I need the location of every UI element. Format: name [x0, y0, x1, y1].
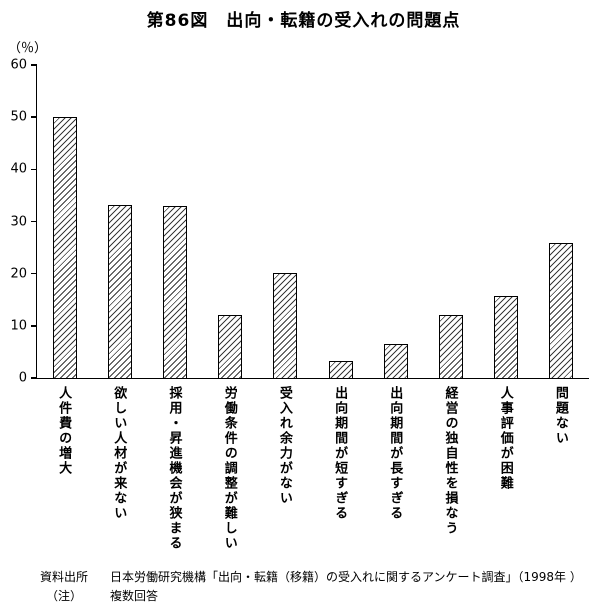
x-category-label: 経営の独自性を損なう [442, 386, 458, 536]
bar [383, 344, 408, 378]
bar [52, 117, 77, 378]
y-axis-unit-label: （％） [8, 41, 48, 56]
y-tick [31, 220, 37, 223]
x-category-label: 出向期間が長すぎる [387, 386, 403, 521]
x-category-label: 受入れ余力がない [276, 386, 292, 506]
bar [273, 273, 298, 378]
y-tick-label: 40 [10, 161, 27, 177]
source-note: 資料出所 日本労働研究機構「出向・転籍（移籍）の受入れに関するアンケート調査」（… [40, 568, 582, 606]
category-labels: 人件費の増大 欲しい人材が来ない 採用・昇進機会が狭まる 労働条件の調整が難しい 受入れ… [36, 382, 588, 560]
y-tick-label: 60 [10, 57, 27, 73]
y-tick [31, 325, 37, 327]
bar [163, 206, 187, 378]
y-tick [31, 168, 37, 171]
y-tick-label: 10 [10, 318, 27, 334]
y-tick [31, 64, 37, 66]
bar [328, 360, 353, 378]
bar [494, 296, 519, 378]
y-tick-label: 50 [10, 109, 27, 125]
source-text: 日本労働研究機構「出向・転籍（移籍）の受入れに関するアンケート調査」（1998年… [110, 570, 582, 584]
x-category-label: 問題ない [552, 386, 568, 446]
bar [549, 242, 574, 378]
source-label: 資料出所 [40, 570, 89, 584]
chart-title: 第86図 出向・転籍の受入れの問題点 [146, 11, 461, 31]
x-category-label: 人件費の増大 [56, 386, 72, 476]
y-tick [31, 116, 37, 118]
y-tick-label: 20 [10, 266, 27, 282]
y-tick-label: 0 [18, 370, 27, 386]
plot-area: 0 10 20 30 40 50 60 [10, 58, 589, 386]
y-tick-label: 30 [10, 214, 27, 229]
source-row: 資料出所 日本労働研究機構「出向・転籍（移籍）の受入れに関するアンケート調査」（… [40, 568, 582, 587]
x-category-label: 労働条件の調整が難しい [221, 386, 237, 551]
x-category-label: 採用・昇進機会が狭まる [166, 386, 182, 551]
note-label: （注） [46, 589, 83, 603]
x-category-label: 欲しい人材が来ない [111, 386, 127, 521]
bar [107, 204, 132, 378]
x-category-label: 出向期間が短すぎる [332, 386, 348, 521]
x-category-label: 人事評価が困難 [497, 386, 513, 491]
note-text: 複数回答 [110, 589, 159, 603]
bar [439, 314, 463, 378]
note-row: （注） 複数回答 [40, 587, 582, 606]
y-tick [31, 272, 37, 275]
y-tick [31, 377, 37, 379]
bar [218, 314, 243, 378]
